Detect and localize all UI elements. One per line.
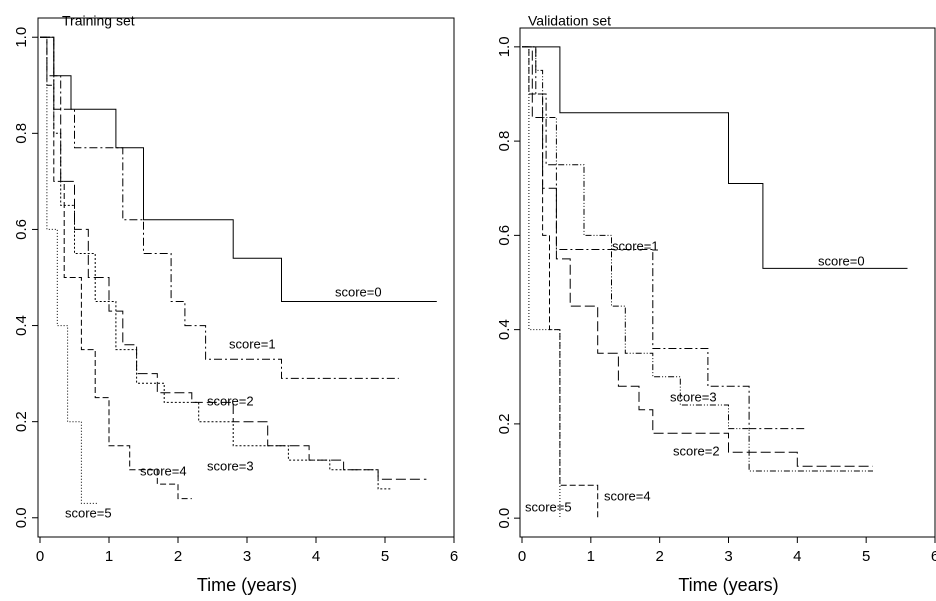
y-tick-label: 1.0 bbox=[496, 36, 513, 57]
x-tick-label: 5 bbox=[381, 548, 389, 565]
curve-label: score=2 bbox=[207, 393, 254, 408]
y-tick-label: 0.2 bbox=[496, 413, 513, 434]
y-tick-label: 0.6 bbox=[13, 219, 30, 240]
x-axis-title: Time (years) bbox=[678, 575, 778, 595]
y-tick-label: 0.4 bbox=[13, 315, 30, 336]
panel-title: Validation set bbox=[528, 13, 611, 29]
curve-label: score=0 bbox=[335, 284, 382, 299]
x-tick-label: 1 bbox=[105, 548, 113, 565]
x-tick-label: 6 bbox=[450, 548, 458, 565]
curve-label: score=4 bbox=[140, 463, 187, 478]
curve-label: score=1 bbox=[229, 336, 276, 351]
survival-curve bbox=[40, 36, 399, 379]
survival-curve bbox=[522, 46, 805, 430]
survival-curve bbox=[522, 46, 908, 269]
y-tick-label: 0.4 bbox=[496, 319, 513, 340]
x-tick-label: 0 bbox=[518, 548, 526, 565]
survival-curve bbox=[522, 46, 599, 519]
x-tick-label: 0 bbox=[36, 548, 44, 565]
survival-curve bbox=[40, 36, 99, 504]
y-tick-label: 0.0 bbox=[13, 507, 30, 528]
plot-frame bbox=[37, 17, 455, 538]
curve-label: score=5 bbox=[65, 505, 112, 520]
y-tick-label: 0.0 bbox=[496, 508, 513, 529]
survival-curve bbox=[40, 36, 437, 302]
survival-curve bbox=[40, 36, 427, 480]
survival-curve bbox=[40, 36, 192, 500]
curve-label: score=3 bbox=[207, 458, 254, 473]
curve-label: score=0 bbox=[818, 253, 865, 268]
y-tick-label: 0.2 bbox=[13, 411, 30, 432]
x-tick-label: 3 bbox=[724, 548, 732, 565]
y-tick-label: 0.6 bbox=[496, 225, 513, 246]
plot-frame bbox=[519, 27, 936, 538]
panel-title: Training set bbox=[62, 13, 135, 29]
curve-label: score=4 bbox=[604, 488, 651, 503]
y-tick-label: 0.8 bbox=[496, 131, 513, 152]
x-tick-label: 2 bbox=[174, 548, 182, 565]
x-tick-label: 6 bbox=[931, 548, 936, 565]
curve-label: score=3 bbox=[670, 389, 717, 404]
x-tick-label: 4 bbox=[793, 548, 801, 565]
survival-curve bbox=[40, 36, 392, 490]
x-tick-label: 4 bbox=[312, 548, 320, 565]
x-tick-label: 2 bbox=[655, 548, 663, 565]
y-tick-label: 0.8 bbox=[13, 123, 30, 144]
y-tick-label: 1.0 bbox=[13, 27, 30, 48]
x-tick-label: 1 bbox=[587, 548, 595, 565]
curve-label: score=5 bbox=[525, 499, 572, 514]
x-tick-label: 3 bbox=[243, 548, 251, 565]
x-tick-label: 5 bbox=[862, 548, 870, 565]
curve-label: score=1 bbox=[612, 238, 659, 253]
x-axis-title: Time (years) bbox=[197, 575, 297, 595]
curve-label: score=2 bbox=[673, 443, 720, 458]
